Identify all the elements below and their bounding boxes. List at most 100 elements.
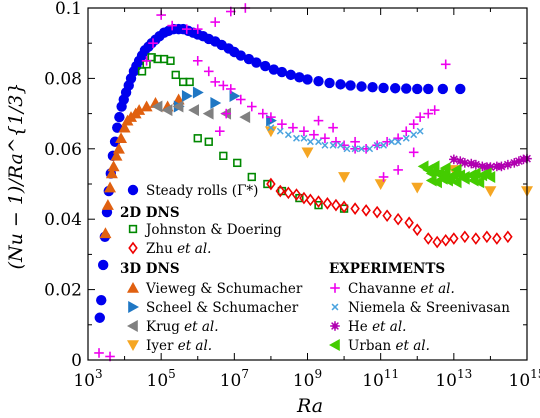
point-chavanne-2: [141, 56, 152, 66]
point-chavanne-22: [299, 126, 309, 136]
point-iyer-3: [374, 179, 387, 190]
point-steady-43: [268, 64, 280, 75]
point-niemela-5: [306, 138, 314, 146]
point-johnston-6: [171, 70, 180, 80]
legend-label-vieweg: Vieweg & Schumacher: [145, 281, 303, 297]
point-he-10: [503, 159, 513, 170]
point-niemela-9: [337, 141, 345, 149]
point-vieweg-13: [140, 100, 153, 112]
point-chavanne-37: [440, 59, 451, 70]
point-vieweg-3: [105, 167, 118, 179]
point-zhu-2: [283, 186, 294, 200]
legend-label-scheel: Scheel & Schumacher: [146, 300, 299, 316]
point-steady-53: [367, 82, 378, 93]
point-chavanne-33: [408, 119, 419, 129]
legend-entry-krug: Krug et al.: [127, 319, 219, 335]
y-axis-title: (Nu − 1)/Ra^{1/3}: [5, 83, 27, 270]
point-zhu-11: [361, 204, 371, 217]
point-zhu-10: [350, 202, 360, 215]
point-urban-24: [428, 160, 440, 173]
point-zhu-5: [305, 193, 316, 207]
legend-header-experiments: EXPERIMENTS: [329, 261, 445, 277]
point-steady-58: [423, 83, 434, 95]
point-chavanne-43: [408, 147, 419, 158]
point-steady-56: [401, 83, 412, 94]
y-tick-label: 0.06: [44, 140, 82, 160]
legend-marker-urban: [329, 339, 340, 351]
point-zhu-14: [393, 212, 403, 226]
y-axis-title-text: (Nu − 1)/Ra^{1/3}: [5, 83, 27, 270]
point-niemela-6: [315, 138, 322, 146]
point-scheel-1: [181, 90, 193, 102]
point-chavanne-19: [266, 112, 276, 122]
point-niemela-7: [321, 141, 329, 149]
x-tick-label: 1011: [362, 367, 399, 391]
point-chavanne-15: [225, 84, 236, 94]
point-zhu-18: [432, 235, 442, 249]
legend-entry-urban: Urban et al.: [329, 338, 430, 354]
point-iyer-6: [484, 186, 497, 198]
point-chavanne-3: [148, 38, 158, 48]
legend-entry-he: He et al.: [330, 319, 406, 335]
point-johnston-8: [185, 77, 194, 87]
point-zhu-19: [440, 233, 451, 247]
legend-entry-zhu: Zhu et al.: [128, 241, 211, 257]
point-chavanne-34: [415, 112, 425, 122]
point-chavanne-21: [288, 122, 298, 133]
y-tick-label: 0: [71, 351, 82, 371]
legend-label-steady: Steady rolls (Γ*): [146, 183, 258, 199]
point-zhu-16: [412, 223, 422, 237]
y-tick-label: 0.02: [44, 281, 82, 301]
series-niemela: [267, 124, 424, 153]
legend-header-2d-dns: 2D DNS: [120, 205, 180, 221]
point-steady-49: [324, 77, 335, 89]
point-steady-46: [294, 72, 305, 83]
point-steady-59: [437, 83, 449, 95]
point-steady-0: [94, 312, 105, 323]
point-urban-23: [473, 176, 485, 189]
point-zhu-6: [313, 195, 324, 208]
point-chavanne-45: [378, 172, 389, 182]
point-vieweg-5: [110, 149, 123, 161]
point-zhu-25: [503, 230, 513, 244]
y-tick-label: 0.1: [55, 0, 82, 19]
point-niemela-20: [416, 127, 424, 135]
point-zhu-20: [449, 232, 459, 245]
point-vieweg-0: [99, 227, 112, 239]
x-tick-label: 1013: [435, 367, 472, 391]
point-zhu-3: [291, 188, 302, 201]
point-vieweg-7: [115, 132, 128, 144]
point-chavanne-32: [401, 126, 412, 136]
point-chavanne-25: [331, 136, 341, 147]
point-chavanne-13: [210, 77, 221, 87]
legend-entry-vieweg: Vieweg & Schumacher: [127, 281, 303, 297]
x-tick-label: 109: [293, 367, 322, 391]
point-iyer-1: [301, 147, 314, 159]
point-johnston-12: [233, 158, 242, 168]
point-niemela-11: [351, 145, 359, 153]
point-chavanne-35: [423, 108, 434, 119]
point-vieweg-1: [101, 199, 114, 210]
point-vieweg-8: [118, 121, 131, 133]
point-urban-20: [450, 176, 462, 189]
legend-entry-niemela: Niemela & Sreenivasan: [331, 300, 510, 316]
point-johnston-17: [314, 200, 323, 210]
point-zhu-9: [339, 200, 349, 214]
point-chavanne-41: [328, 122, 338, 133]
point-niemela-12: [358, 145, 366, 153]
legend-label-iyer: Iyer et al.: [146, 338, 212, 354]
series-scheel: [173, 86, 277, 127]
legend-label-urban: Urban et al.: [348, 338, 430, 354]
point-scheel-3: [210, 97, 222, 110]
point-steady-39: [235, 50, 246, 61]
point-johnston-14: [263, 179, 272, 189]
legend-marker-johnston: [128, 224, 138, 234]
point-niemela-0: [267, 124, 275, 132]
point-niemela-3: [293, 134, 300, 142]
point-urban-15: [484, 170, 496, 183]
point-chavanne-6: [181, 24, 192, 34]
point-krug-6: [239, 111, 251, 124]
point-zhu-8: [331, 198, 341, 212]
point-steady-57: [412, 83, 423, 95]
point-zhu-17: [423, 232, 434, 245]
